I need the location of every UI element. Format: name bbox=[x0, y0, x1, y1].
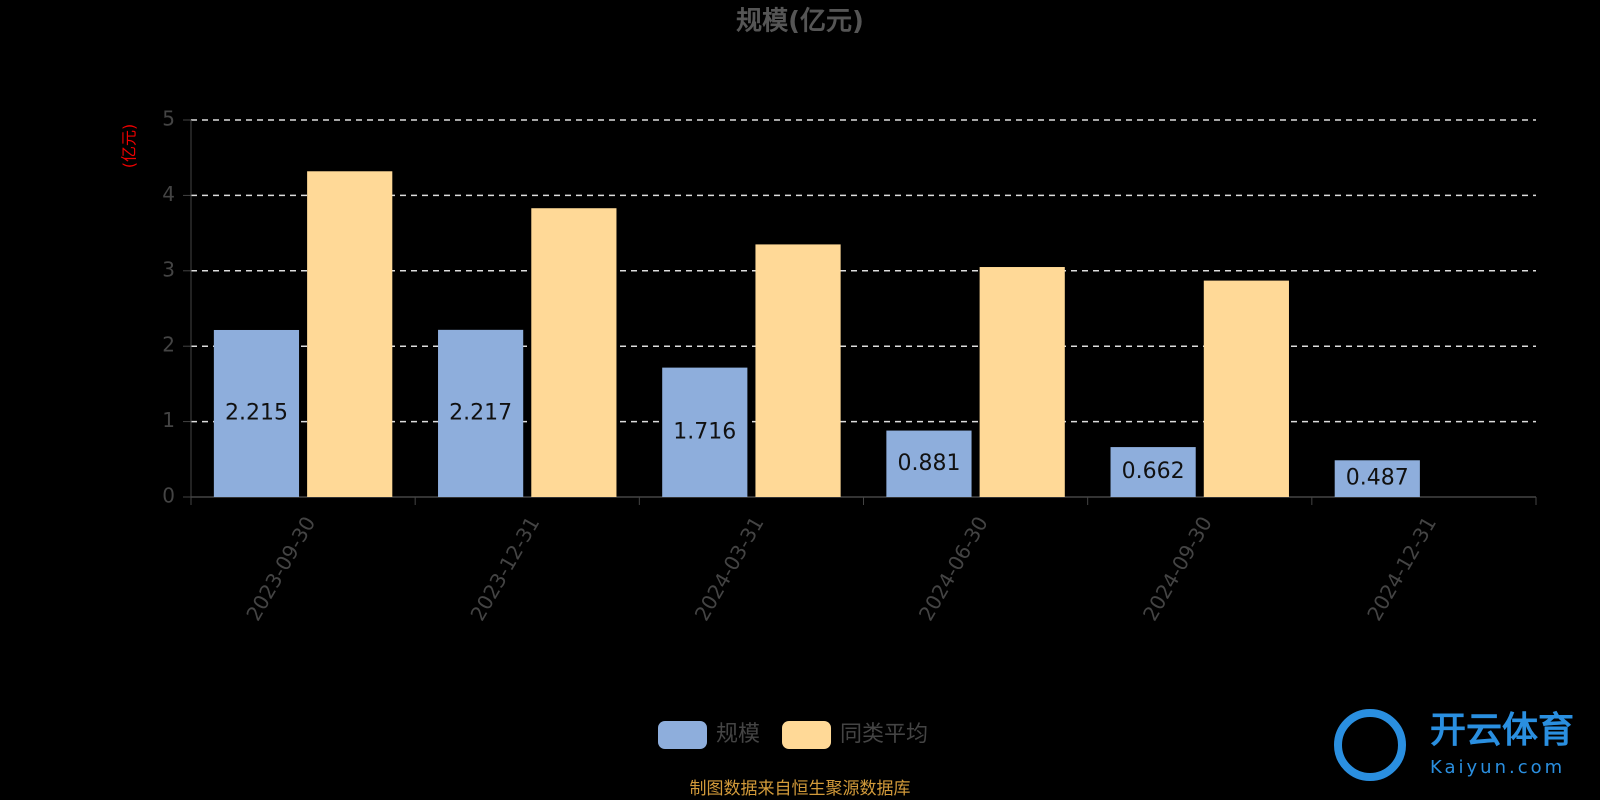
chart-title: 规模(亿元) bbox=[736, 7, 864, 37]
watermark: 开云体育 Kaiyun.com bbox=[1334, 709, 1574, 781]
data-label: 2.215 bbox=[225, 400, 288, 425]
watermark-brand: 开云体育 bbox=[1430, 710, 1574, 751]
bar bbox=[531, 208, 617, 497]
y-tick-label: 0 bbox=[162, 484, 175, 508]
bar bbox=[886, 430, 972, 497]
y-tick-label: 4 bbox=[162, 182, 175, 206]
bar bbox=[1334, 460, 1420, 497]
data-label: 0.662 bbox=[1122, 459, 1185, 484]
data-label: 2.217 bbox=[449, 400, 512, 425]
legend: 规模 同类平均 bbox=[658, 721, 928, 749]
y-axis-label: (亿元) bbox=[120, 124, 139, 169]
data-label: 0.487 bbox=[1346, 466, 1409, 491]
bar bbox=[307, 171, 393, 497]
bar bbox=[1110, 447, 1196, 497]
bar bbox=[662, 367, 748, 497]
watermark-site: Kaiyun.com bbox=[1430, 757, 1565, 778]
y-tick-label: 1 bbox=[162, 408, 175, 432]
bar bbox=[1203, 280, 1289, 497]
legend-swatch bbox=[658, 721, 707, 749]
y-tick-label: 5 bbox=[162, 107, 175, 131]
legend-label: 规模 bbox=[716, 722, 760, 747]
bar bbox=[755, 244, 841, 497]
y-tick-label: 2 bbox=[162, 333, 175, 357]
bar bbox=[213, 329, 300, 497]
bar bbox=[438, 329, 524, 497]
y-tick-label: 3 bbox=[162, 257, 175, 281]
watermark-logo bbox=[1334, 709, 1406, 781]
legend-label: 同类平均 bbox=[840, 722, 928, 747]
source-note: 制图数据来自恒生聚源数据库 bbox=[690, 779, 911, 799]
legend-swatch bbox=[782, 721, 832, 749]
data-label: 1.716 bbox=[673, 419, 736, 444]
bar bbox=[979, 267, 1065, 497]
data-label: 0.881 bbox=[897, 451, 960, 476]
